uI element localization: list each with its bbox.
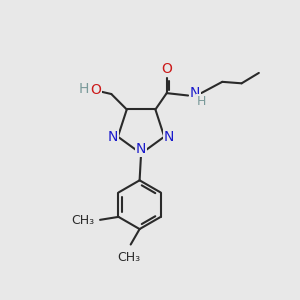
Text: N: N [164,130,174,144]
Text: N: N [190,86,200,100]
Text: H: H [78,82,88,96]
Text: H: H [197,95,206,108]
Text: O: O [161,62,172,76]
Text: N: N [108,130,118,144]
Text: CH₃: CH₃ [118,251,141,264]
Text: CH₃: CH₃ [72,214,95,227]
Text: O: O [90,83,101,98]
Text: N: N [136,142,146,156]
